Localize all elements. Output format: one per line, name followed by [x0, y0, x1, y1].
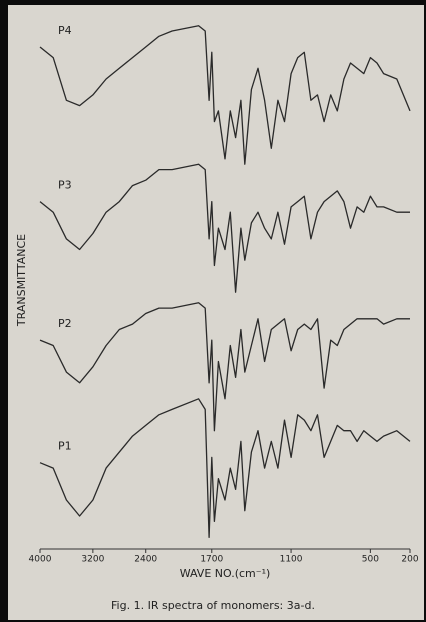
x-tick-label: 500 [362, 555, 379, 565]
spectrum-line [39, 302, 410, 432]
spectrum-line [39, 398, 411, 538]
series-label: P1 [58, 440, 72, 453]
spectrum-line [39, 25, 411, 165]
caption: Fig. 1. IR spectra of monomers: 3a-d. [111, 599, 315, 612]
paper [8, 5, 424, 620]
spectrum-line [39, 163, 410, 293]
x-tick-label: 3200 [81, 555, 104, 565]
x-tick-label: 1100 [280, 555, 303, 565]
x-tick-label: 4000 [29, 555, 52, 565]
x-tick-label: 2400 [134, 555, 157, 565]
x-tick-label: 200 [401, 555, 418, 565]
y-axis-label: TRANSMITTANCE [15, 234, 28, 327]
series-label: P4 [58, 24, 72, 37]
x-axis-label: WAVE NO.(cm⁻¹) [180, 567, 271, 580]
series-label: P2 [58, 317, 72, 330]
series-label: P3 [58, 179, 72, 192]
x-tick-label: 1700 [200, 555, 223, 565]
